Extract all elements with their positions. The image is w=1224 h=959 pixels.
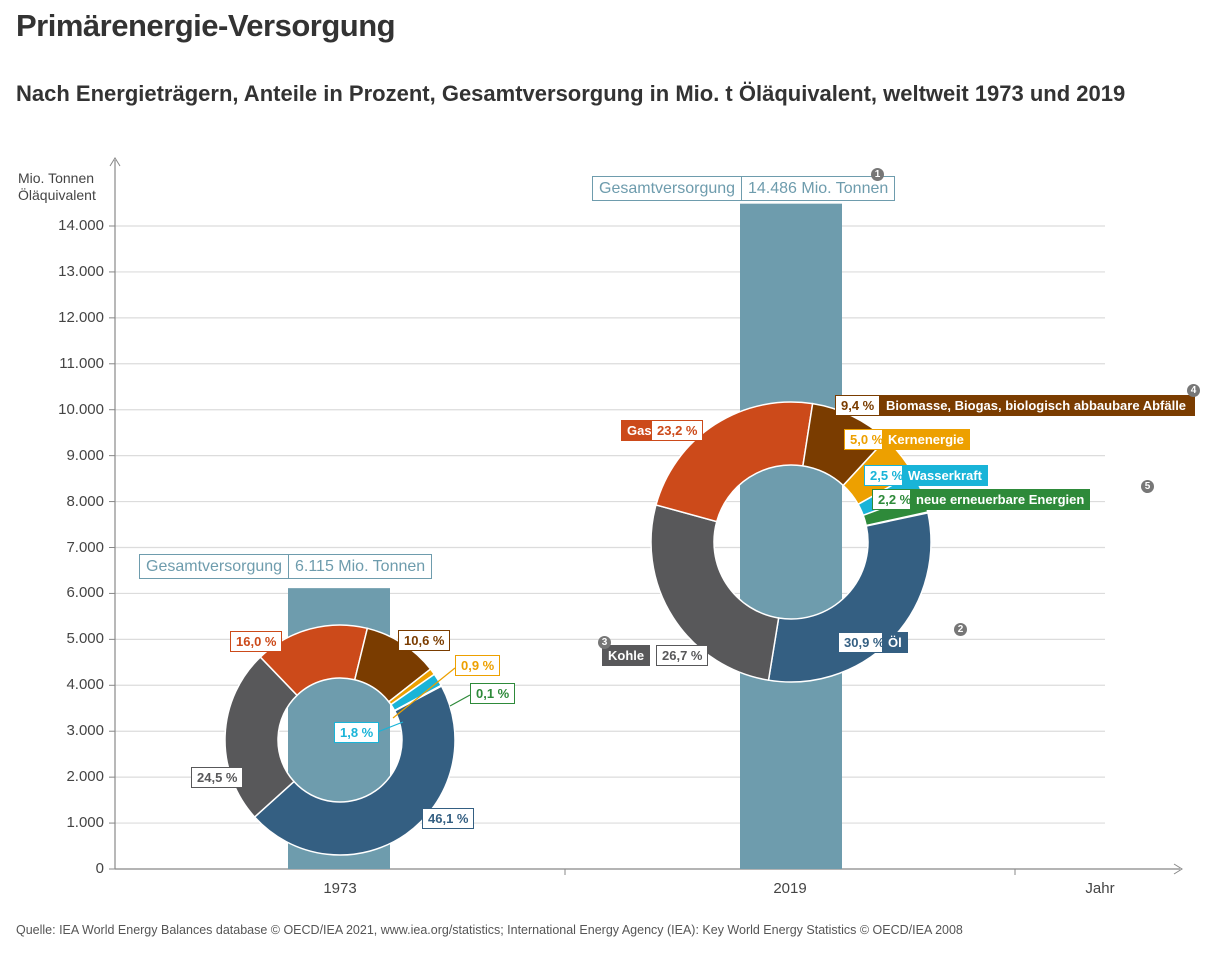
- label-1973-biomasse: 10,6 %: [398, 630, 451, 651]
- total-label-1973: Gesamtversorgung: [139, 554, 290, 579]
- label-1973-kernenergie: 0,9 %: [455, 655, 501, 676]
- legend-kernenergie: Kernenergie: [882, 429, 970, 450]
- y-tick-label: 14.000: [58, 217, 104, 234]
- total-label-2019: Gesamtversorgung: [592, 176, 743, 201]
- legend-gas: Gas: [621, 420, 658, 441]
- y-tick-label: 1.000: [66, 814, 104, 832]
- label-2019-oel: 30,9 %: [838, 632, 891, 653]
- bar-2019: [740, 203, 842, 869]
- x-axis-title: Jahr: [1085, 880, 1115, 897]
- legend-biomasse: Biomasse, Biogas, biologisch abbaubare A…: [880, 395, 1195, 416]
- y-tick-label: 8.000: [66, 492, 104, 510]
- legend-wasserkraft: Wasserkraft: [902, 465, 988, 486]
- y-tick-label: 5.000: [66, 630, 104, 648]
- x-tick-1973: 1973: [323, 880, 357, 897]
- label-1973-wasserkraft: 1,8 %: [334, 722, 380, 743]
- label-1973-kohle: 24,5 %: [191, 767, 244, 788]
- y-axis-arrow: [109, 157, 121, 167]
- y-tick-label: 13.000: [58, 262, 104, 280]
- label-1973-neue: 0,1 %: [470, 683, 516, 704]
- footnote-marker-4[interactable]: 4: [1187, 384, 1200, 397]
- total-value-2019: 14.486 Mio. Tonnen: [741, 176, 896, 201]
- page-title: Primärenergie-Versorgung: [16, 8, 396, 43]
- y-axis-title: Mio. Tonnen Öläquivalent: [18, 170, 96, 203]
- label-2019-kernenergie: 5,0 %: [844, 429, 890, 450]
- y-tick-label: 2.000: [66, 768, 104, 786]
- y-tick-label: 4.000: [66, 676, 104, 694]
- legend-oel: Öl: [882, 632, 908, 653]
- y-tick-label: 0: [95, 860, 104, 877]
- x-tick-2019: 2019: [773, 880, 807, 897]
- footnote-marker-5[interactable]: 5: [1141, 480, 1154, 493]
- donut-slice-2019-2: [655, 401, 814, 523]
- source-note: Quelle: IEA World Energy Balances databa…: [16, 923, 963, 937]
- y-tick-label: 7.000: [66, 538, 104, 556]
- footnote-marker-1[interactable]: 1: [871, 168, 884, 181]
- y-tick-label: 10.000: [58, 400, 104, 418]
- y-tick-label: 12.000: [58, 308, 104, 326]
- y-tick-label: 9.000: [66, 446, 104, 464]
- total-value-1973: 6.115 Mio. Tonnen: [288, 554, 433, 579]
- y-tick-label: 6.000: [66, 584, 104, 602]
- x-axis-arrow: [1173, 863, 1183, 875]
- label-2019-kohle: 26,7 %: [656, 645, 709, 666]
- y-tick-label: 11.000: [59, 354, 104, 372]
- leader-line: [392, 667, 456, 719]
- label-1973-gas: 16,0 %: [230, 631, 283, 652]
- legend-neue-erneuerbare: neue erneuerbare Energien: [910, 489, 1091, 510]
- legend-kohle: Kohle: [602, 645, 651, 666]
- chart-subtitle: Nach Energieträgern, Anteile in Prozent,…: [16, 81, 1126, 106]
- label-2019-gas: 23,2 %: [651, 420, 704, 441]
- y-tick-label: 3.000: [66, 722, 104, 740]
- label-2019-biomasse: 9,4 %: [835, 395, 881, 416]
- donut-slice-1973-0: [253, 684, 456, 856]
- footnote-marker-3[interactable]: 3: [598, 636, 611, 649]
- leader-line: [449, 694, 471, 707]
- label-1973-oel: 46,1 %: [422, 808, 475, 829]
- label-2019-neue: 2,2 %: [872, 489, 918, 510]
- footnote-marker-2[interactable]: 2: [954, 623, 967, 636]
- label-2019-wasserkraft: 2,5 %: [864, 465, 910, 486]
